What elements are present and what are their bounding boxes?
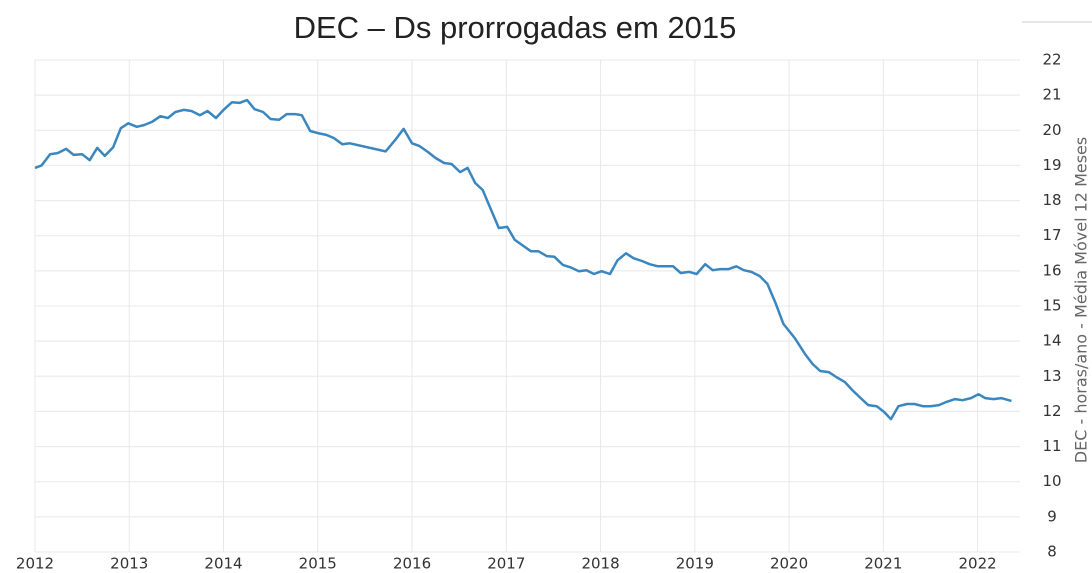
y-tick-label: 11 bbox=[1042, 437, 1061, 455]
y-tick-label: 18 bbox=[1042, 191, 1061, 209]
y-axis-label: DEC - horas/ano - Média Móvel 12 Meses bbox=[1072, 137, 1091, 463]
y-tick-label: 21 bbox=[1042, 86, 1061, 104]
x-tick-label: 2022 bbox=[958, 555, 996, 573]
data-line bbox=[34, 98, 1012, 421]
x-tick-label: 2016 bbox=[393, 555, 431, 573]
x-tick-label: 2017 bbox=[487, 555, 525, 573]
y-tick-label: 17 bbox=[1042, 226, 1061, 244]
x-tick-label: 2014 bbox=[204, 555, 242, 573]
y-tick-label: 12 bbox=[1042, 402, 1061, 420]
y-tick-label: 19 bbox=[1042, 156, 1061, 174]
x-tick-label: 2018 bbox=[581, 555, 619, 573]
y-tick-label: 10 bbox=[1042, 472, 1061, 490]
y-tick-label: 14 bbox=[1042, 332, 1061, 350]
y-tick-label: 20 bbox=[1042, 121, 1061, 139]
x-tick-label: 2013 bbox=[110, 555, 148, 573]
x-tick-label: 2021 bbox=[864, 555, 902, 573]
x-tick-label: 2019 bbox=[676, 555, 714, 573]
y-tick-label: 22 bbox=[1042, 51, 1061, 69]
chart-title: DEC – Ds prorrogadas em 2015 bbox=[294, 10, 737, 45]
y-tick-label: 16 bbox=[1042, 261, 1061, 279]
y-tick-label: 15 bbox=[1042, 297, 1061, 315]
y-tick-label: 9 bbox=[1047, 507, 1057, 525]
x-tick-label: 2020 bbox=[770, 555, 808, 573]
y-tick-label: 13 bbox=[1042, 367, 1061, 385]
x-tick-label: 2012 bbox=[16, 555, 54, 573]
y-tick-label: 8 bbox=[1047, 543, 1057, 561]
x-tick-label: 2015 bbox=[299, 555, 337, 573]
